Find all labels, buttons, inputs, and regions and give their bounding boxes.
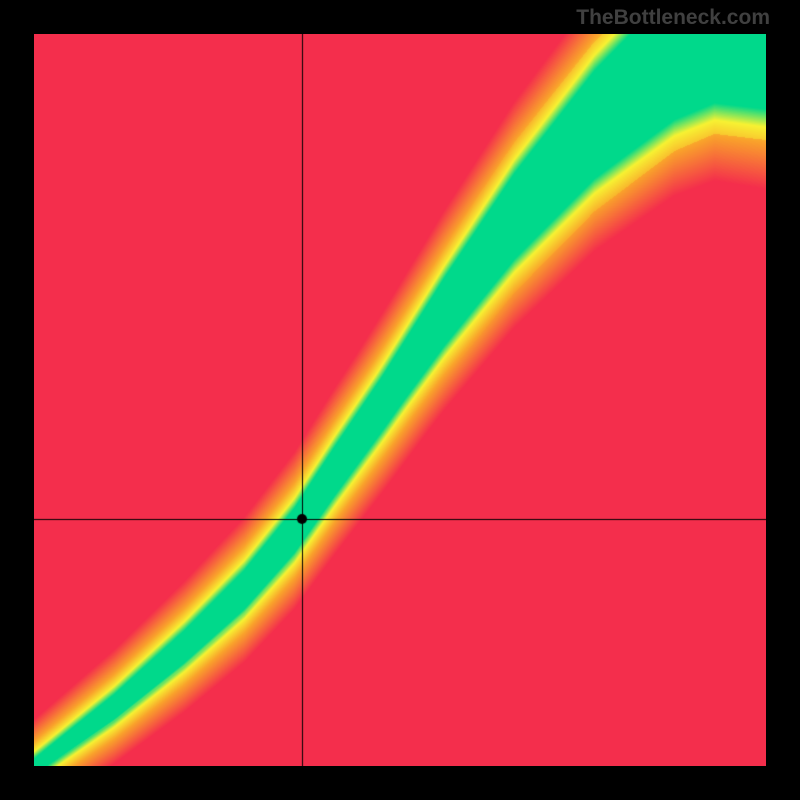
watermark-text: TheBottleneck.com — [576, 6, 770, 30]
heatmap-canvas — [34, 34, 766, 766]
bottleneck-heatmap — [34, 34, 766, 766]
